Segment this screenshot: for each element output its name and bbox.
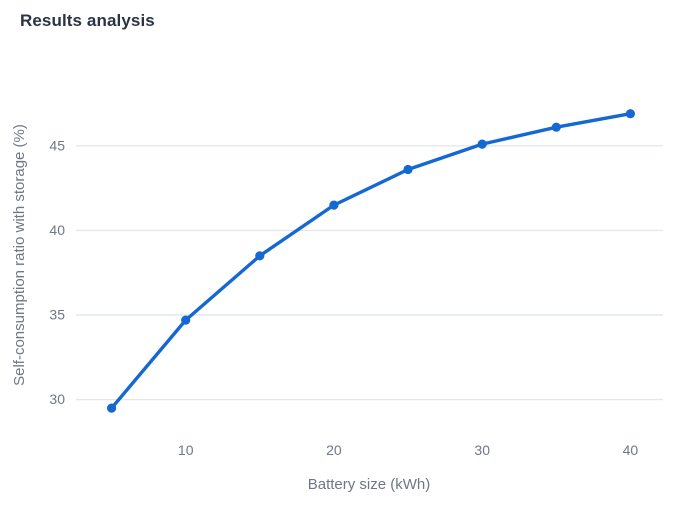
y-tick-label-45: 45 [49, 137, 65, 153]
data-point-25kwh [403, 164, 413, 175]
data-point-35kwh [551, 122, 561, 132]
x-tick-label-20: 20 [326, 442, 342, 458]
gridlines [76, 145, 663, 401]
x-axis-tick-labels: 10 20 30 40 [178, 442, 638, 458]
y-tick-label-40: 40 [49, 222, 65, 238]
x-tick-label-40: 40 [623, 442, 639, 458]
x-tick-label-30: 30 [474, 442, 490, 458]
y-axis-title: Self-consumption ratio with storage (%) [11, 124, 28, 386]
data-point-40kwh [625, 109, 636, 119]
y-tick-label-35: 35 [49, 307, 65, 323]
data-point-5kwh [107, 403, 117, 413]
data-point-15kwh [255, 251, 265, 261]
data-point-30kwh [477, 139, 487, 149]
x-tick-label-10: 10 [178, 442, 194, 458]
data-series [107, 109, 636, 413]
series-line [109, 111, 633, 410]
x-axis-title: Battery size (kWh) [308, 476, 431, 493]
data-point-20kwh [329, 200, 339, 210]
y-axis-tick-labels: 30 35 40 45 [49, 137, 65, 407]
data-point-10kwh [181, 315, 191, 325]
page-title: Results analysis [20, 11, 155, 30]
y-tick-label-30: 30 [49, 391, 65, 407]
